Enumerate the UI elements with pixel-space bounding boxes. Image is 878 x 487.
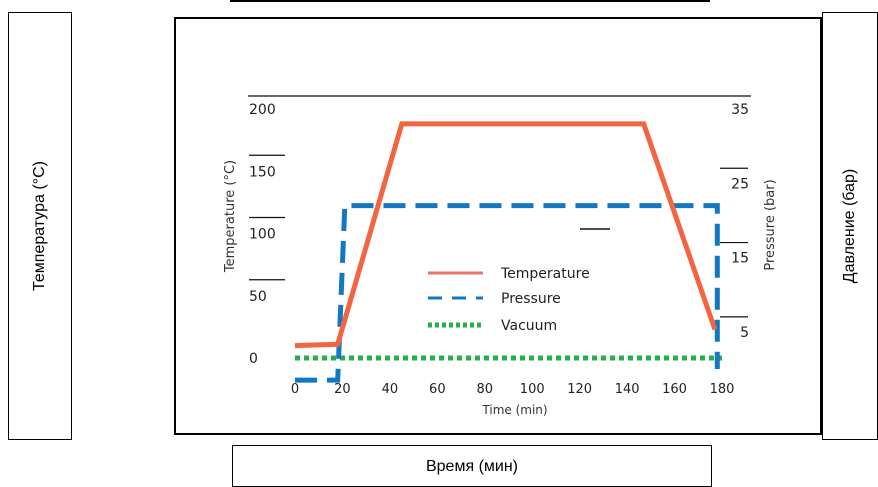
time-tick-label: 120 — [567, 382, 592, 397]
pressure-tick-label: 15 — [731, 251, 749, 267]
right-axis-label-box: Давление (бар) — [822, 12, 878, 440]
left-axis-label-box: Температура (°C) — [8, 12, 72, 440]
legend-vacuum-label: Vacuum — [501, 318, 557, 334]
pressure-tick-label: 5 — [740, 325, 749, 341]
legend-temperature-label: Temperature — [500, 266, 590, 282]
top-box-edge — [230, 0, 710, 2]
temperature-axis-ticks: 0 50 100 150 200 — [249, 102, 285, 367]
time-tick-label: 180 — [710, 382, 735, 397]
series-layer — [294, 121, 722, 383]
temperature-tick-label: 150 — [249, 164, 276, 180]
legend-pressure-label: Pressure — [501, 291, 561, 307]
chart-frame — [174, 17, 822, 435]
time-tick-label: 60 — [429, 382, 446, 397]
time-tick-label: 140 — [615, 382, 640, 397]
time-tick-label: 100 — [520, 382, 545, 397]
temperature-tick-label: 200 — [249, 102, 276, 118]
pressure-axis-title: Pressure (bar) — [763, 179, 778, 270]
legend: Temperature Pressure Vacuum — [428, 266, 590, 334]
time-axis-ticks: 0 20 40 60 80 100 120 140 160 180 — [291, 382, 735, 397]
pressure-tick-label: 35 — [731, 102, 749, 118]
temperature-tick-label: 100 — [249, 227, 276, 243]
time-tick-label: 20 — [334, 382, 351, 397]
series-pressure-line — [295, 203, 720, 383]
time-tick-label: 0 — [291, 382, 299, 397]
temperature-tick-label: 0 — [249, 351, 258, 367]
time-tick-label: 160 — [662, 382, 687, 397]
time-tick-label: 40 — [382, 382, 399, 397]
pressure-tick-label: 25 — [731, 176, 749, 192]
temperature-tick-label: 50 — [249, 289, 267, 305]
temperature-axis-title: Temperature (°C) — [223, 160, 238, 273]
time-tick-label: 80 — [477, 382, 494, 397]
time-axis-title: Time (min) — [481, 403, 547, 417]
bottom-axis-label: Время (мин) — [425, 458, 518, 475]
pressure-axis-ticks: 5 15 25 35 — [720, 102, 749, 341]
series-temperature-line — [294, 121, 718, 349]
